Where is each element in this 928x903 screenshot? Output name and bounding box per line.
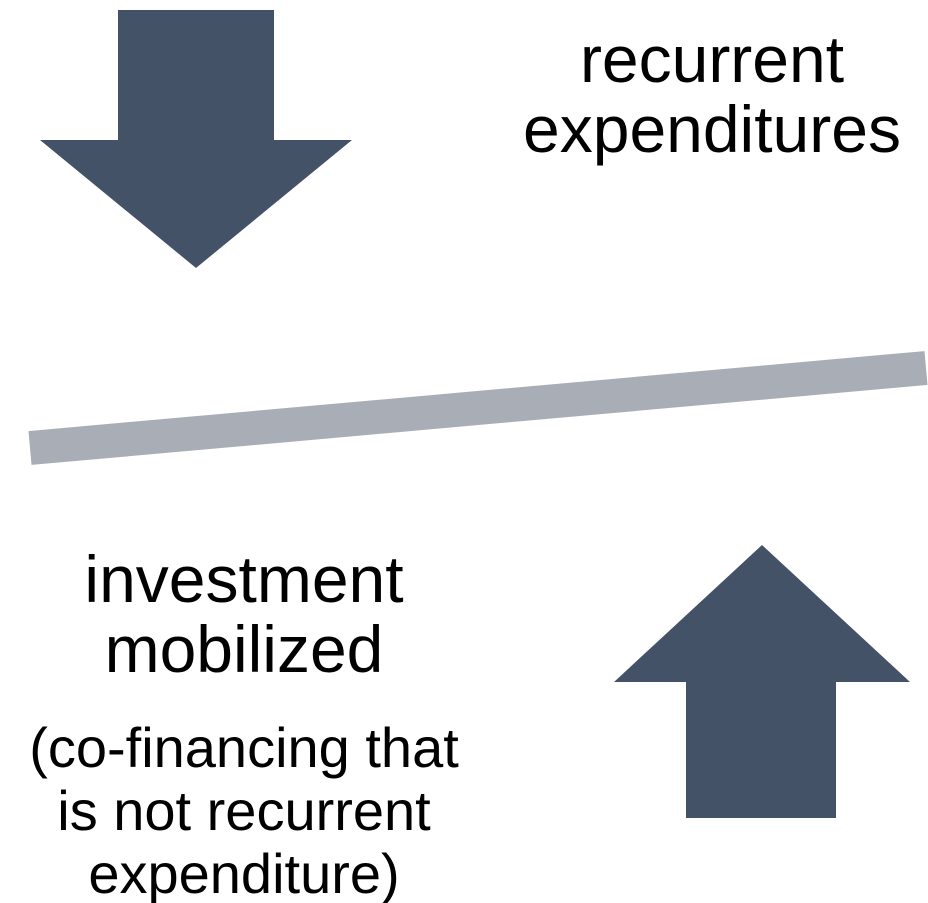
balance-beam: [28, 351, 928, 465]
top-label-line: expenditures: [523, 92, 901, 166]
note-line: (co-financing that: [29, 716, 459, 779]
top-label-line: recurrent: [580, 22, 844, 96]
up-arrow: [614, 545, 910, 818]
down-arrow: [40, 10, 352, 268]
note-line: is not recurrent: [57, 779, 431, 842]
note-line: expenditure): [88, 842, 399, 903]
bottom-label-line: investment: [84, 542, 403, 616]
bottom-label-line: mobilized: [105, 612, 384, 686]
